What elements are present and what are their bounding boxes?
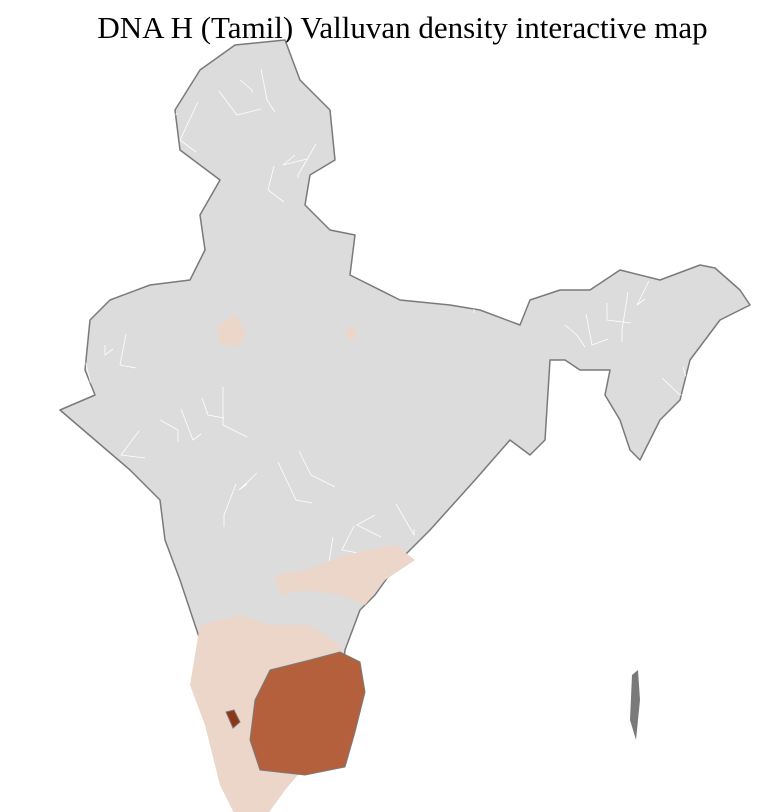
district-border [61, 59, 81, 71]
district-border [400, 196, 414, 248]
district-border [222, 387, 248, 438]
district-border [238, 472, 258, 491]
district-border [564, 324, 586, 348]
district-border [370, 219, 396, 251]
district-border [223, 483, 237, 527]
district-border [121, 737, 151, 768]
district-border [444, 578, 470, 623]
district-border [179, 101, 199, 153]
district-border [239, 79, 253, 93]
district-border [467, 271, 475, 313]
district-border [459, 567, 473, 587]
district-border [385, 207, 393, 228]
district-border [142, 726, 174, 766]
district-border [682, 366, 720, 409]
district-region-highest[interactable] [225, 709, 241, 729]
andaman-islands[interactable] [630, 670, 640, 740]
district-border [282, 154, 308, 166]
district-border [356, 514, 382, 538]
district-border [119, 333, 137, 369]
district-border [267, 165, 285, 203]
district-border [665, 674, 683, 718]
district-border [104, 345, 114, 356]
district-border [526, 642, 558, 673]
district-border [454, 174, 498, 189]
district-region-low[interactable] [218, 315, 246, 347]
district-border [341, 525, 359, 554]
district-border [644, 684, 660, 699]
district-region-low[interactable] [345, 324, 358, 341]
district-border [621, 291, 629, 342]
map-title: DNA H (Tamil) Valluvan density interacti… [97, 10, 708, 45]
district-border [518, 238, 544, 274]
district-border [298, 450, 336, 488]
district-border [336, 132, 364, 163]
district-border [120, 430, 146, 459]
district-border [680, 662, 706, 681]
district-border [201, 397, 225, 419]
district-border [577, 609, 595, 633]
country-shape[interactable] [59, 39, 751, 801]
district-border [562, 620, 572, 649]
district-region-low[interactable] [275, 545, 415, 605]
district-border [260, 68, 276, 113]
district-border [218, 90, 262, 116]
district-border [429, 590, 447, 604]
district-border [488, 261, 498, 298]
district-border [414, 185, 435, 211]
district-border [159, 419, 179, 442]
district-border [585, 313, 609, 346]
district-border [297, 143, 317, 178]
district-border [395, 503, 415, 537]
district-border [503, 249, 521, 261]
district-border [533, 227, 553, 257]
district-border [277, 461, 313, 504]
district-border [357, 121, 387, 161]
district-border [180, 408, 202, 441]
district-border [636, 280, 650, 306]
district-border [100, 748, 128, 784]
district-border [474, 556, 494, 599]
district-region-high[interactable] [249, 651, 366, 776]
